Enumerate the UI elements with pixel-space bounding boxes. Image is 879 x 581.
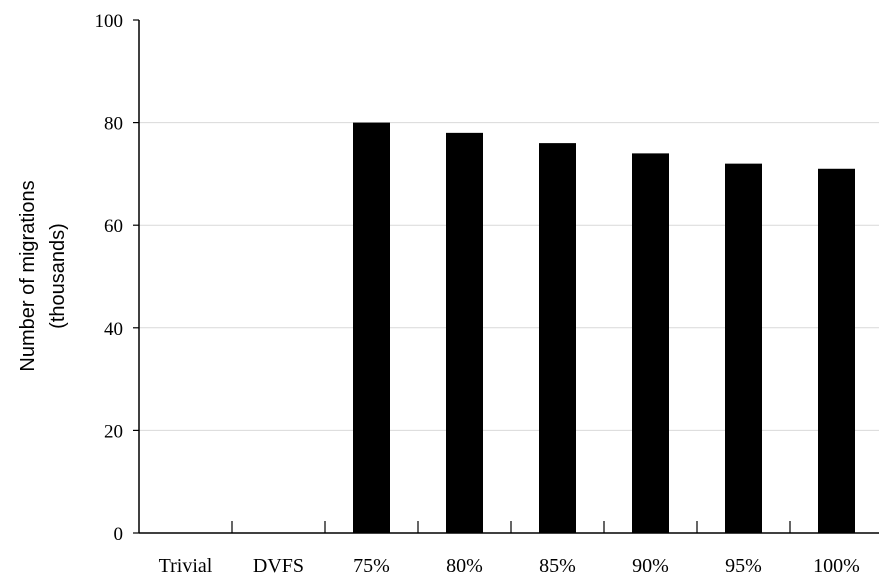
y-tick-labels: 0 20 40 60 80 100	[95, 11, 124, 545]
y-tick-label: 0	[114, 524, 124, 545]
gridlines	[139, 122, 879, 431]
x-tick-label: 95%	[725, 555, 762, 577]
y-tick-label: 80	[104, 114, 123, 135]
bar-100%	[818, 168, 855, 533]
x-tick-label: 85%	[539, 555, 576, 577]
bar-75%	[353, 122, 390, 533]
x-tick-label: 75%	[353, 555, 390, 577]
x-tick-label: 90%	[632, 555, 669, 577]
y-tick-label: 100	[95, 11, 124, 32]
bar-90%	[632, 153, 669, 533]
x-tick-label: 100%	[813, 555, 860, 577]
x-tick-labels: Trivial DVFS 75% 80% 85% 90% 95% 100%	[159, 555, 860, 577]
bars	[353, 122, 855, 534]
bar-95%	[725, 163, 762, 533]
y-tick-label: 60	[104, 216, 123, 237]
x-tick-label: Trivial	[159, 555, 213, 577]
axes	[133, 19, 879, 534]
y-axis-label-line-1: Number of migrations	[17, 180, 39, 371]
x-tick-label: 80%	[446, 555, 483, 577]
y-axis-label: Number of migrations (thousands)	[17, 180, 69, 371]
y-axis-label-line-2: (thousands)	[47, 223, 69, 329]
bar-80%	[446, 132, 483, 534]
y-tick-label: 20	[104, 421, 123, 442]
bar-85%	[539, 143, 576, 533]
y-tick-label: 40	[104, 319, 123, 340]
x-tick-label: DVFS	[253, 555, 304, 577]
